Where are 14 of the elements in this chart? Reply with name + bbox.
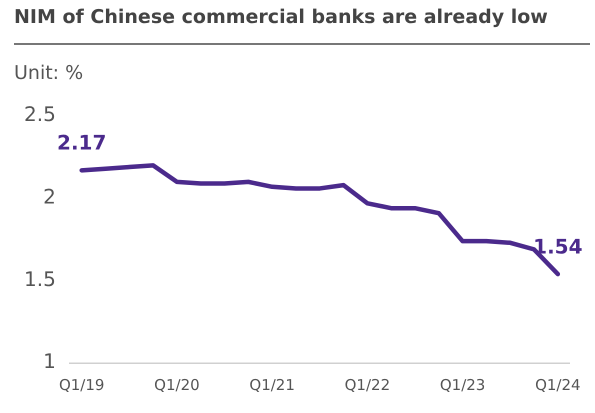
x-tick-label: Q1/20	[154, 376, 200, 394]
data-label: 2.17	[57, 130, 106, 155]
x-tick-label: Q1/24	[535, 376, 581, 394]
x-tick-label: Q1/21	[249, 376, 295, 394]
y-tick-label: 1	[43, 349, 56, 374]
y-tick-label: 2.5	[24, 102, 56, 126]
x-tick-label: Q1/23	[440, 376, 486, 394]
data-label: 1.54	[533, 234, 583, 258]
chart-title: NIM of Chinese commercial banks are already low	[14, 6, 548, 28]
y-axis-title: Unit: %	[14, 62, 84, 84]
y-tick-label: 1.5	[24, 266, 56, 291]
x-tick-label: Q1/22	[344, 376, 390, 394]
y-tick-label: 2	[43, 184, 56, 209]
x-tick-label: Q1/19	[58, 376, 104, 394]
